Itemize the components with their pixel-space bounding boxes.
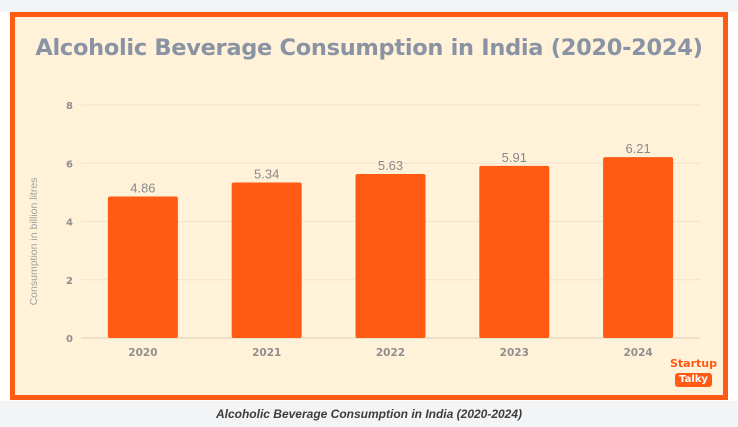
x-tick-label: 2021	[252, 347, 281, 359]
top-strip	[0, 0, 738, 12]
chart-frame: Alcoholic Beverage Consumption in India …	[10, 12, 728, 400]
x-tick-label: 2023	[500, 347, 529, 359]
y-tick-label: 8	[66, 101, 73, 112]
x-tick-label: 2022	[376, 347, 405, 359]
data-label-2022: 5.63	[378, 158, 403, 173]
logo-line1: Startup	[670, 357, 717, 370]
bar-2022	[355, 174, 426, 338]
data-label-2024: 6.21	[625, 141, 650, 156]
data-label-2020: 4.86	[130, 180, 155, 195]
bar-chart: 0 2 4 6 8 Consumption in billion litres 4.86 20…	[28, 101, 700, 359]
y-tick-label: 6	[66, 159, 73, 170]
bar-2023	[479, 165, 550, 338]
startuptalky-logo: Startup Talky	[670, 358, 717, 387]
logo-line2: Talky	[675, 373, 712, 387]
y-tick-label: 0	[66, 334, 73, 345]
y-tick-label: 4	[66, 218, 73, 229]
y-tick-label: 2	[66, 276, 73, 287]
x-tick-label: 2020	[128, 347, 157, 359]
x-tick-label: 2024	[623, 347, 652, 359]
bar-2024	[603, 157, 674, 338]
bar-2020	[107, 196, 178, 338]
image-caption: Alcoholic Beverage Consumption in India …	[0, 401, 738, 427]
y-axis-label: Consumption in billion litres	[28, 178, 40, 306]
data-label-2021: 5.34	[254, 166, 279, 181]
data-label-2023: 5.91	[502, 150, 527, 165]
bar-2021	[231, 182, 302, 338]
chart-panel: Alcoholic Beverage Consumption in India …	[15, 17, 723, 395]
chart-title: Alcoholic Beverage Consumption in India …	[35, 35, 703, 61]
